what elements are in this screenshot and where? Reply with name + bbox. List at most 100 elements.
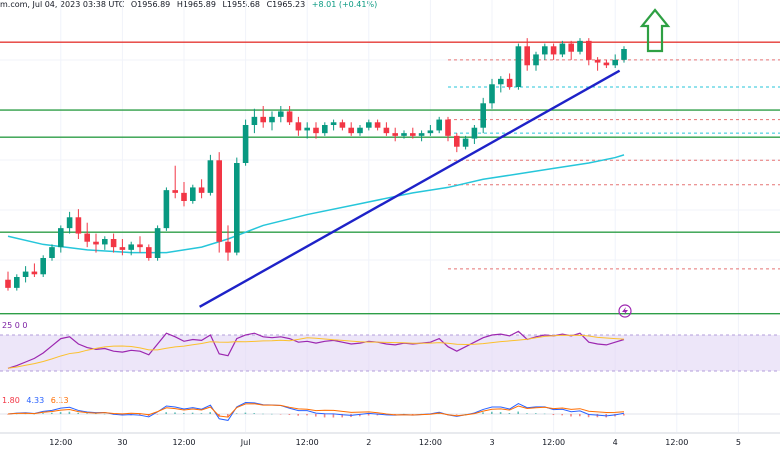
macd-hist-8 <box>77 412 79 414</box>
candle-body-56 <box>498 78 504 85</box>
macd-hist-46 <box>411 414 414 415</box>
macd-hist-37 <box>332 414 335 418</box>
symbol-date: m.com, Jul 04, 2023 03:38 UTC <box>0 0 125 9</box>
x-tick-label-7: 3 <box>489 438 494 447</box>
macd-hist-70 <box>623 414 625 416</box>
macd-hist-19 <box>174 412 176 414</box>
macd-hist-51 <box>455 414 458 415</box>
macd-hist-61 <box>543 413 546 415</box>
up-arrow-shape <box>639 8 671 53</box>
high-value: H1965.89 <box>176 0 216 9</box>
macd-hist-58 <box>517 411 519 414</box>
candle-body-48 <box>427 130 434 134</box>
candle-body-26 <box>234 163 240 253</box>
candle-body-43 <box>383 127 390 134</box>
candle-body-29 <box>260 116 266 123</box>
macd-hist-4 <box>42 413 44 414</box>
x-tick-label-11: 5 <box>736 438 741 447</box>
candle-body-38 <box>339 122 346 128</box>
x-tick-label-9: 4 <box>613 438 618 447</box>
macd-hist-29 <box>262 413 264 415</box>
macd-hist-41 <box>367 414 370 416</box>
x-tick-label-5: 2 <box>366 438 371 447</box>
rsi-pane <box>0 304 780 372</box>
x-tick-label-0: 12:00 <box>49 438 72 447</box>
candle-body-11 <box>102 239 108 245</box>
macd-hist-32 <box>288 414 291 415</box>
macd-hist-28 <box>253 413 255 414</box>
macd-hist-33 <box>297 414 299 416</box>
candle-body-0 <box>5 279 11 288</box>
candle-body-69 <box>612 59 618 66</box>
macd-hist-36 <box>323 414 326 418</box>
macd-line <box>7 402 625 421</box>
candle-body-63 <box>559 43 566 55</box>
x-tick-label-6: 12:00 <box>419 438 442 447</box>
candle-body-64 <box>568 43 574 52</box>
candle-body-10 <box>93 241 99 245</box>
candle-body-13 <box>119 247 126 250</box>
macd-hist-31 <box>279 414 282 415</box>
alert-icon-ring <box>618 304 632 318</box>
x-axis: 12:00 30 12:00 Jul 12:00 2 12:00 3 12:00 4 12:00 5 <box>0 432 780 447</box>
candle-body-37 <box>330 122 337 125</box>
macd-hist-22 <box>200 413 203 414</box>
candle-body-32 <box>286 111 293 123</box>
candle-body-25 <box>225 241 231 253</box>
macd-hist-64 <box>570 414 572 417</box>
up-arrow-icon <box>639 8 671 53</box>
candle-body-57 <box>506 78 513 87</box>
candle-body-30 <box>269 116 275 123</box>
x-tick-label-10: 12:00 <box>665 438 688 447</box>
macd-hist-18 <box>165 412 167 414</box>
macd-hist-45 <box>403 413 405 415</box>
macd-hist-27 <box>244 412 247 414</box>
candle-body-20 <box>181 192 187 201</box>
candle-body-1 <box>14 277 20 288</box>
macd-hist-10 <box>95 413 97 415</box>
x-tick-label-1: 30 <box>117 438 127 447</box>
macd-pane <box>0 402 780 421</box>
macd-hist-20 <box>183 413 185 414</box>
open-value: O1956.89 <box>130 0 171 9</box>
macd-hist-35 <box>315 414 317 417</box>
candle-body-66 <box>586 40 592 60</box>
candle-body-67 <box>594 59 601 63</box>
candle-body-2 <box>22 271 29 277</box>
candlesticks <box>5 38 627 291</box>
macd-hist-0 <box>7 414 9 415</box>
x-tick-label-4: 12:00 <box>296 438 319 447</box>
candle-body-39 <box>348 127 354 134</box>
macd-hist-6 <box>59 412 62 414</box>
macd-hist-9 <box>86 413 88 414</box>
x-tick-label-3: Jul <box>240 438 251 447</box>
candle-body-42 <box>374 122 381 128</box>
low-value: L1955.68 <box>222 0 261 9</box>
ohlc-header: m.com, Jul 04, 2023 03:38 UTC O1956.89 H… <box>0 0 381 9</box>
candle-body-70 <box>621 49 627 60</box>
candle-body-40 <box>357 127 363 134</box>
macd-hist-17 <box>156 414 159 415</box>
candle-body-5 <box>49 247 55 258</box>
macd-hist-62 <box>552 414 555 416</box>
candle-body-8 <box>75 217 82 234</box>
macd-hist-2 <box>24 413 27 415</box>
candle-body-49 <box>436 119 442 131</box>
candle-body-46 <box>410 133 416 136</box>
ma-line <box>7 154 625 254</box>
macd-hist-34 <box>306 414 308 416</box>
candle-body-18 <box>163 190 170 229</box>
macd-hist-42 <box>376 414 379 416</box>
candle-body-53 <box>471 127 478 139</box>
candle-body-41 <box>366 122 372 128</box>
macd-hist-30 <box>271 413 273 415</box>
candle-body-4 <box>40 258 46 275</box>
rsi-band <box>0 335 780 371</box>
candle-body-31 <box>278 111 284 117</box>
macd-hist-65 <box>579 414 581 417</box>
candle-body-52 <box>462 138 469 147</box>
candle-body-61 <box>542 46 548 55</box>
macd-hist-66 <box>587 414 590 418</box>
candle-body-51 <box>454 135 460 147</box>
